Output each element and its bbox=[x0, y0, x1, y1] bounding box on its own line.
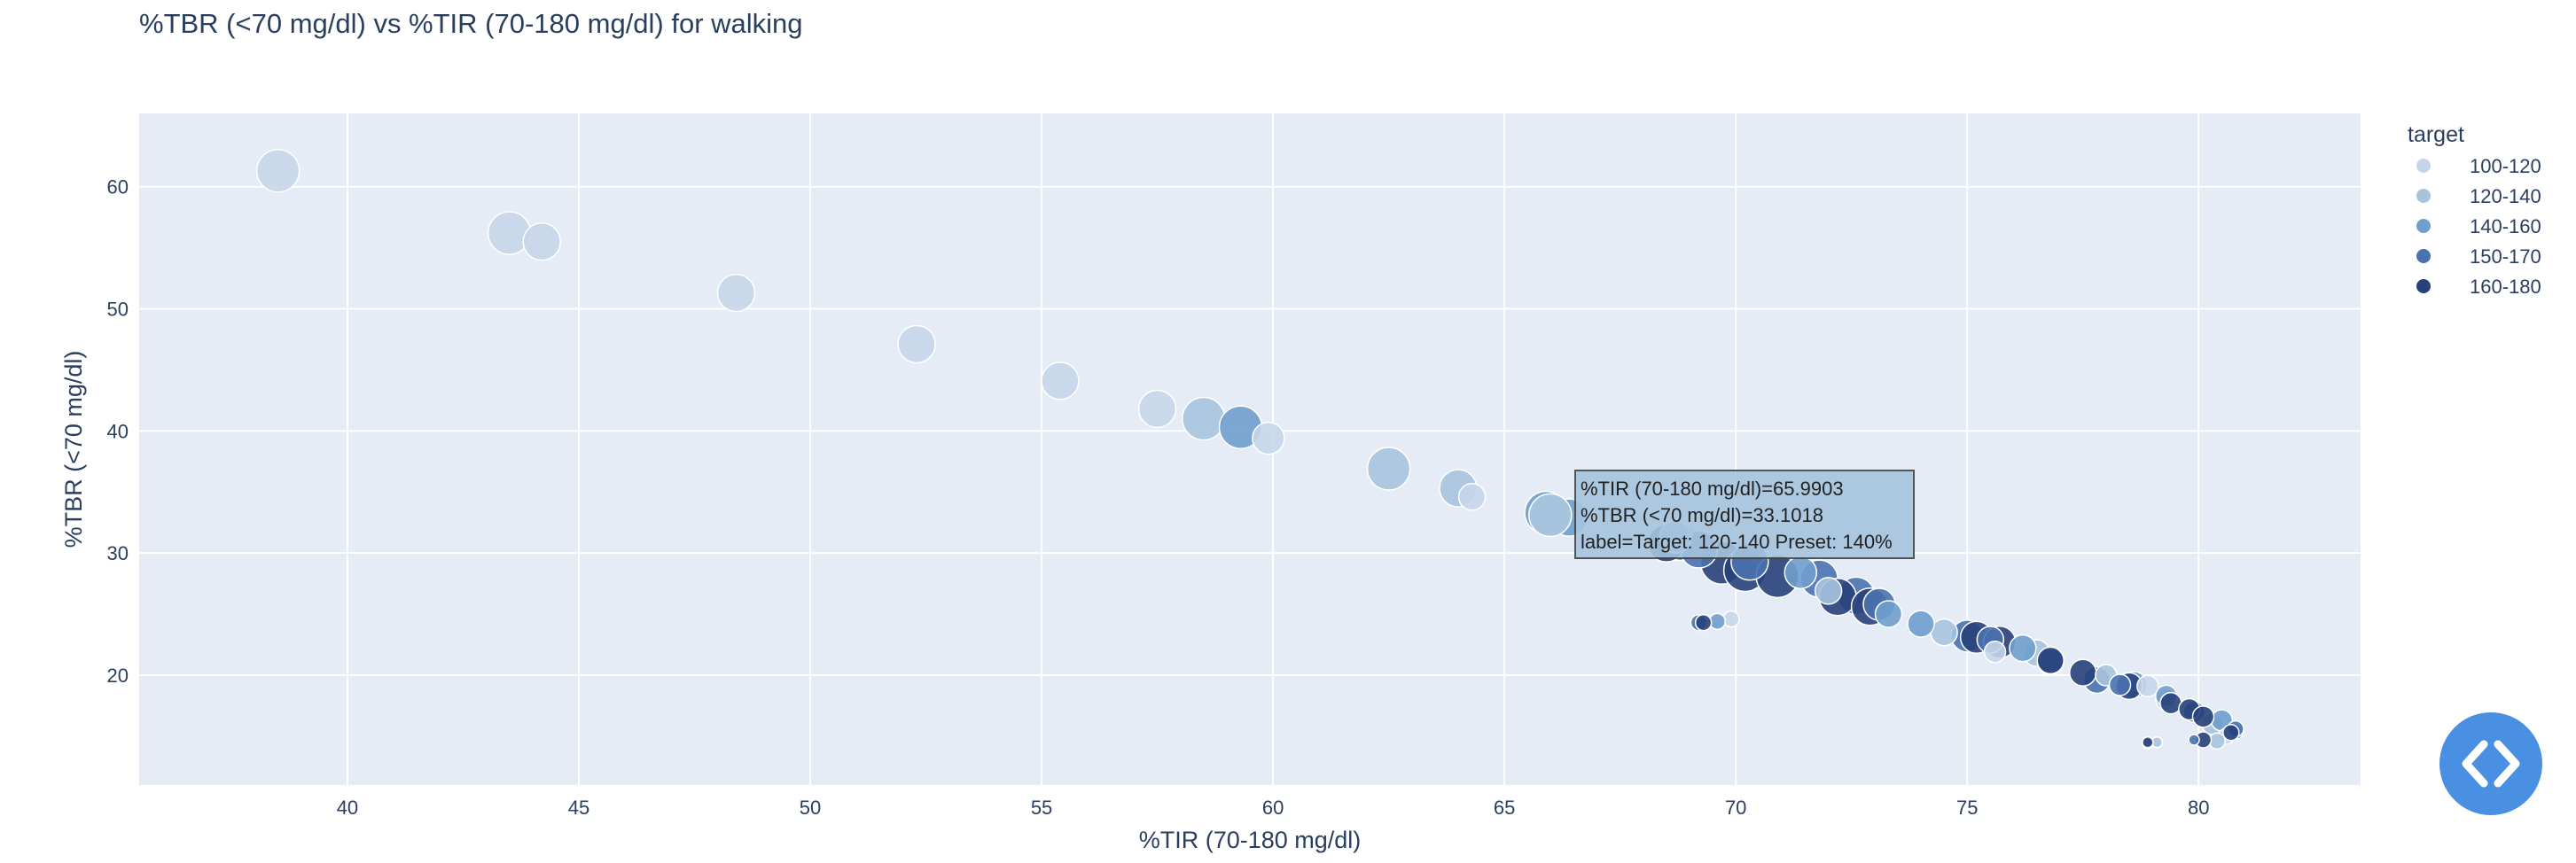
legend-label: 100-120 bbox=[2470, 155, 2541, 177]
legend-marker bbox=[2416, 159, 2431, 173]
code-brackets-icon bbox=[2462, 740, 2520, 788]
scatter-point-100-120[interactable] bbox=[1457, 482, 1487, 511]
x-tick-label: 60 bbox=[1262, 797, 1284, 819]
x-tick-label: 55 bbox=[1031, 797, 1052, 819]
y-tick-label: 60 bbox=[107, 176, 129, 198]
scatter-point-100-120[interactable] bbox=[716, 273, 756, 313]
y-tick-label: 40 bbox=[107, 420, 129, 442]
scatter-point-160-180[interactable] bbox=[2036, 646, 2065, 675]
legend-label: 120-140 bbox=[2470, 185, 2541, 207]
scatter-point-100-120[interactable] bbox=[522, 222, 561, 261]
legend-title: target bbox=[2408, 122, 2464, 147]
scatter-point-100-120[interactable] bbox=[1041, 362, 1080, 400]
chart-title: %TBR (<70 mg/dl) vs %TIR (70-180 mg/dl) … bbox=[139, 8, 803, 39]
y-tick-label: 20 bbox=[107, 665, 129, 687]
legend-marker bbox=[2416, 189, 2431, 203]
scatter-point-140-160[interactable] bbox=[2009, 634, 2037, 663]
hover-tooltip-box bbox=[1574, 470, 1915, 559]
scatter-point-160-180[interactable] bbox=[2222, 723, 2240, 742]
hovered-point[interactable] bbox=[1528, 493, 1573, 538]
x-tick-label: 70 bbox=[1725, 797, 1746, 819]
scatter-point-120-140[interactable] bbox=[1814, 577, 1843, 605]
scatter-point-120-140[interactable] bbox=[1182, 396, 1226, 441]
x-tick-label: 50 bbox=[800, 797, 821, 819]
x-tick-label: 40 bbox=[337, 797, 358, 819]
hover-line-tbr: %TBR (<70 mg/dl)=33.1018 bbox=[1581, 504, 1823, 526]
legend-marker bbox=[2416, 279, 2431, 293]
scatter-point-120-140[interactable] bbox=[1366, 447, 1411, 491]
legend-marker bbox=[2416, 219, 2431, 233]
scatter-point-100-120[interactable] bbox=[2136, 674, 2159, 698]
scatter-point-160-180[interactable] bbox=[1694, 613, 1713, 632]
x-tick-label: 45 bbox=[568, 797, 589, 819]
gridlines bbox=[139, 113, 2361, 785]
scatter-point-140-160[interactable] bbox=[1874, 600, 1903, 628]
code-view-toggle-button[interactable] bbox=[2439, 712, 2542, 815]
y-tick-label: 50 bbox=[107, 299, 129, 321]
legend-marker bbox=[2416, 249, 2431, 263]
scatter-point-160-180[interactable] bbox=[2191, 705, 2215, 728]
y-tick-label: 30 bbox=[107, 542, 129, 564]
x-tick-label: 65 bbox=[1494, 797, 1515, 819]
scatter-point-160-180[interactable] bbox=[2069, 658, 2097, 687]
plot-area[interactable] bbox=[139, 113, 2361, 785]
hover-line-label: label=Target: 120-140 Preset: 140% bbox=[1581, 531, 1893, 553]
scatter-point-150-170[interactable] bbox=[2188, 734, 2200, 746]
y-axis-title: %TBR (<70 mg/dl) bbox=[60, 351, 87, 548]
x-tick-label: 75 bbox=[1956, 797, 1978, 819]
hover-tooltip: %TIR (70-180 mg/dl)=65.9903 %TBR (<70 mg… bbox=[1574, 470, 1915, 559]
scatter-point-100-120[interactable] bbox=[1722, 610, 1740, 628]
axis-ticks: 40 45 50 55 60 65 70 75 80 20 30 40 50 60 bbox=[107, 176, 2210, 819]
scatter-point-160-180[interactable] bbox=[2142, 736, 2154, 749]
scatter-point-140-160[interactable] bbox=[1784, 556, 1818, 589]
hover-line-tir: %TIR (70-180 mg/dl)=65.9903 bbox=[1581, 478, 1844, 500]
scatter-point-100-120[interactable] bbox=[1983, 641, 2007, 664]
scatter-point-140-160[interactable] bbox=[1907, 610, 1935, 638]
scatter-point-100-120[interactable] bbox=[1137, 389, 1177, 429]
legend-label: 150-170 bbox=[2470, 245, 2541, 268]
scatter-point-100-120[interactable] bbox=[1252, 421, 1285, 455]
legend: target 100-120 120-140 140-160 150-170 160-1… bbox=[2408, 122, 2541, 298]
legend-label: 140-160 bbox=[2470, 215, 2541, 237]
scatter-point-100-120[interactable] bbox=[255, 149, 301, 193]
legend-label: 160-180 bbox=[2470, 276, 2541, 298]
scatter-point-150-170[interactable] bbox=[2108, 673, 2132, 696]
x-axis-title: %TIR (70-180 mg/dl) bbox=[1139, 827, 1362, 853]
scatter-point-100-120[interactable] bbox=[897, 324, 936, 364]
x-tick-label: 80 bbox=[2188, 797, 2209, 819]
